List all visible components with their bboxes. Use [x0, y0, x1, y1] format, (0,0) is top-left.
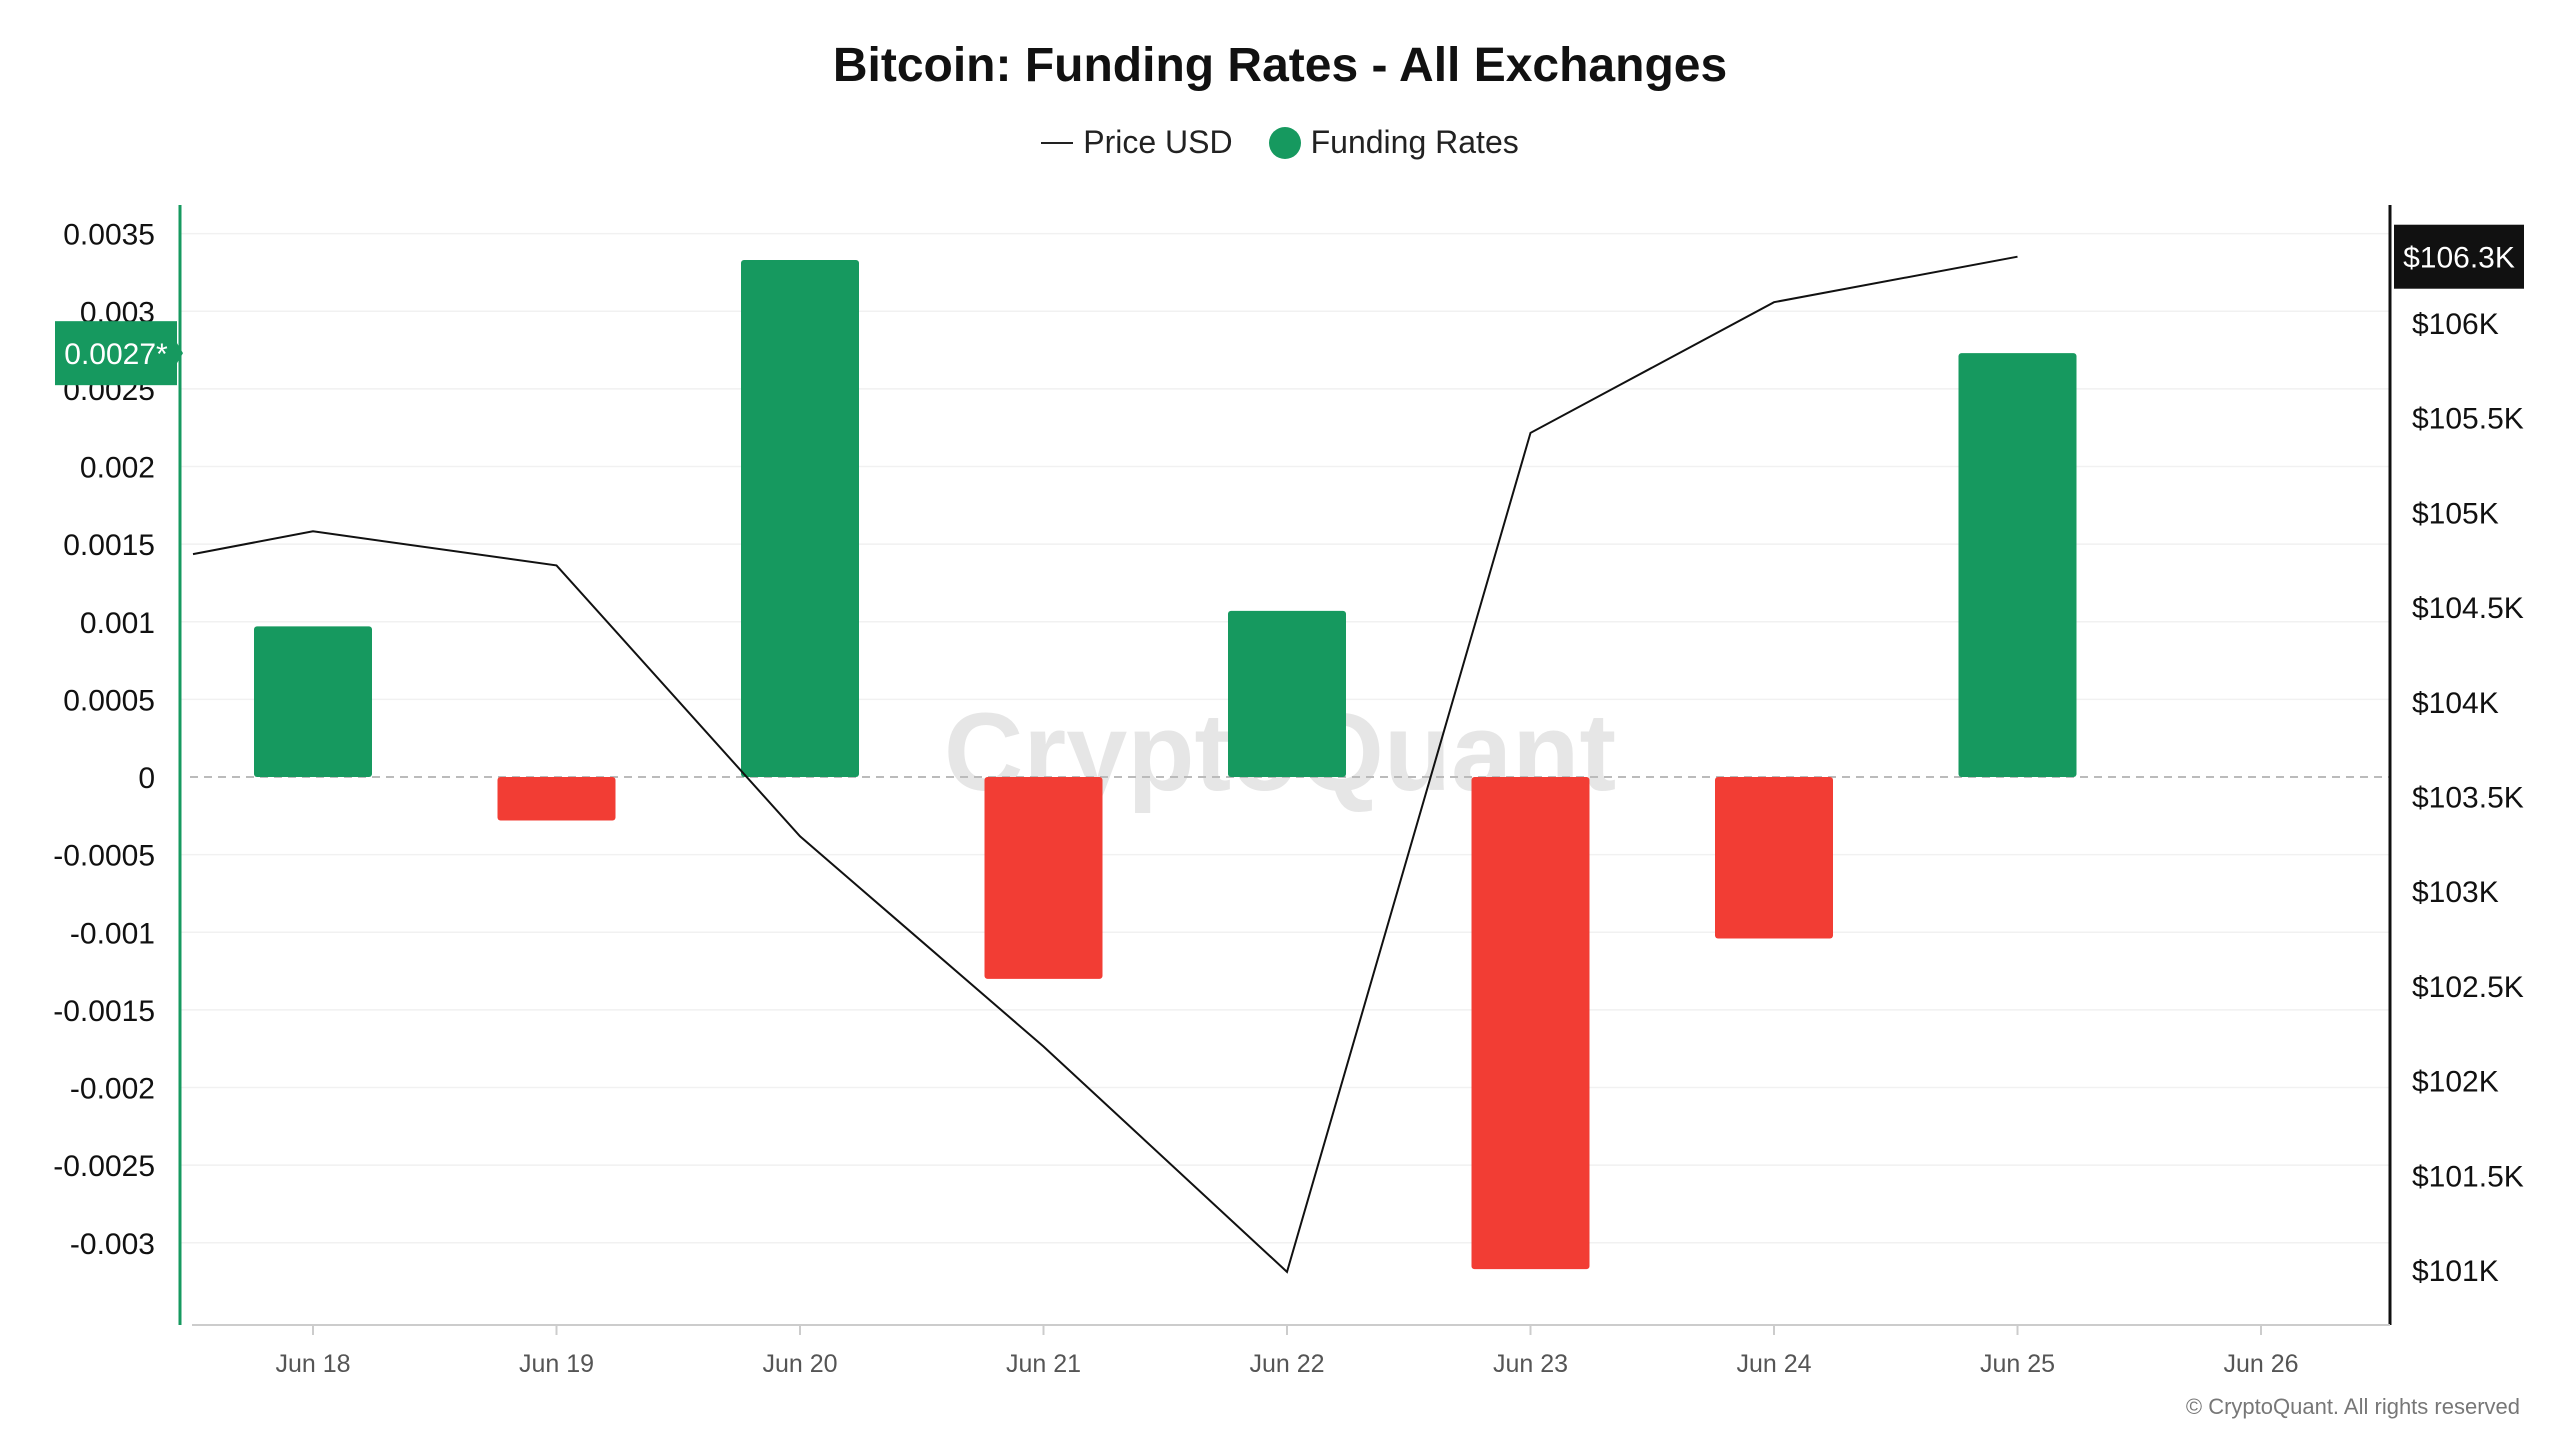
- left-tick-label: 0.002: [80, 452, 155, 485]
- funding-bar-positive[interactable]: [254, 626, 372, 777]
- axes: [178, 205, 2392, 1335]
- right-tick-label: $103K: [2412, 876, 2499, 909]
- right-tick-label: $106K: [2412, 308, 2499, 341]
- right-tick-label: $104K: [2412, 687, 2499, 720]
- chart-title: Bitcoin: Funding Rates - All Exchanges: [832, 39, 1728, 92]
- price-value-badge-label: $106.3K: [2403, 242, 2515, 275]
- funding-bar-negative[interactable]: [1715, 777, 1833, 939]
- legend: Price USD Funding Rates: [0, 124, 2560, 161]
- funding-bar-negative[interactable]: [1471, 777, 1590, 1270]
- funding-value-badge-label: 0.0027*: [64, 338, 168, 371]
- funding-bar-positive[interactable]: [1228, 610, 1346, 777]
- x-tick-label: Jun 26: [2223, 1350, 2298, 1378]
- left-tick-label: 0.0015: [63, 529, 155, 562]
- legend-label-price: Price USD: [1083, 124, 1233, 160]
- x-tick-label: Jun 18: [275, 1350, 350, 1378]
- badge-pointer: [177, 343, 183, 364]
- funding-bar-negative[interactable]: [497, 777, 616, 821]
- price-value-badge: [2394, 224, 2524, 289]
- line-swatch-icon: [1041, 141, 1074, 144]
- tick-labels: 0.00350.0030.00250.0020.00150.0010.00050…: [53, 219, 2524, 1378]
- left-tick-label: -0.003: [70, 1228, 155, 1261]
- left-tick-label: -0.0025: [53, 1150, 155, 1183]
- copyright-text: © CryptoQuant. All rights reserved: [2185, 1394, 2520, 1419]
- funding-bar-positive[interactable]: [1958, 353, 2077, 777]
- x-tick-label: Jun 21: [1006, 1350, 1081, 1378]
- left-tick-label: 0.001: [80, 607, 155, 640]
- circle-swatch-icon: [1268, 126, 1301, 159]
- funding-bar-positive[interactable]: [741, 260, 859, 778]
- bars-group: [254, 260, 2077, 1270]
- right-tick-label: $101K: [2412, 1255, 2499, 1288]
- left-tick-label: -0.001: [70, 917, 155, 950]
- x-tick-label: Jun 23: [1493, 1350, 1568, 1378]
- right-tick-label: $102.5K: [2412, 971, 2524, 1004]
- value-badges: 0.0027* $106.3K: [55, 224, 2524, 386]
- x-tick-label: Jun 20: [762, 1350, 837, 1378]
- price-line[interactable]: [192, 255, 2018, 1274]
- legend-item-price[interactable]: Price USD: [1041, 124, 1233, 161]
- right-tick-label: $102K: [2412, 1066, 2499, 1099]
- funding-bar-negative[interactable]: [984, 777, 1103, 979]
- right-tick-label: $105K: [2412, 497, 2499, 530]
- legend-label-funding: Funding Rates: [1310, 124, 1519, 160]
- right-tick-label: $105.5K: [2412, 403, 2524, 436]
- left-tick-label: 0.0005: [63, 684, 155, 717]
- right-tick-label: $103.5K: [2412, 782, 2524, 815]
- right-tick-label: $101.5K: [2412, 1160, 2524, 1193]
- left-tick-label: -0.0015: [53, 995, 155, 1028]
- x-tick-label: Jun 22: [1249, 1350, 1324, 1378]
- right-tick-label: $104.5K: [2412, 592, 2524, 625]
- funding-value-badge: [55, 321, 177, 386]
- price-line-group: [192, 255, 2018, 1274]
- left-tick-label: 0.0035: [63, 219, 155, 252]
- left-tick-label: -0.002: [70, 1073, 155, 1106]
- x-tick-label: Jun 25: [1980, 1350, 2055, 1378]
- left-tick-label: 0: [138, 762, 155, 795]
- x-tick-label: Jun 19: [519, 1350, 594, 1378]
- left-tick-label: -0.0005: [53, 840, 155, 873]
- x-tick-label: Jun 24: [1736, 1350, 1811, 1378]
- legend-item-funding[interactable]: Funding Rates: [1268, 124, 1519, 161]
